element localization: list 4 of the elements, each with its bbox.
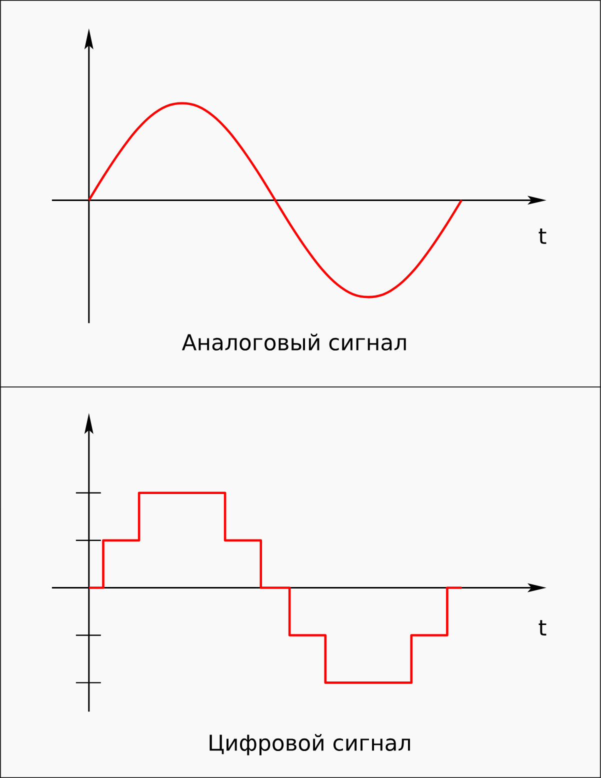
x-axis-title: t <box>538 228 546 244</box>
x-axis-title: t <box>538 620 546 636</box>
text: Цифровой сигнал <box>210 734 410 756</box>
text: Аналоговый сигнал <box>182 334 406 351</box>
